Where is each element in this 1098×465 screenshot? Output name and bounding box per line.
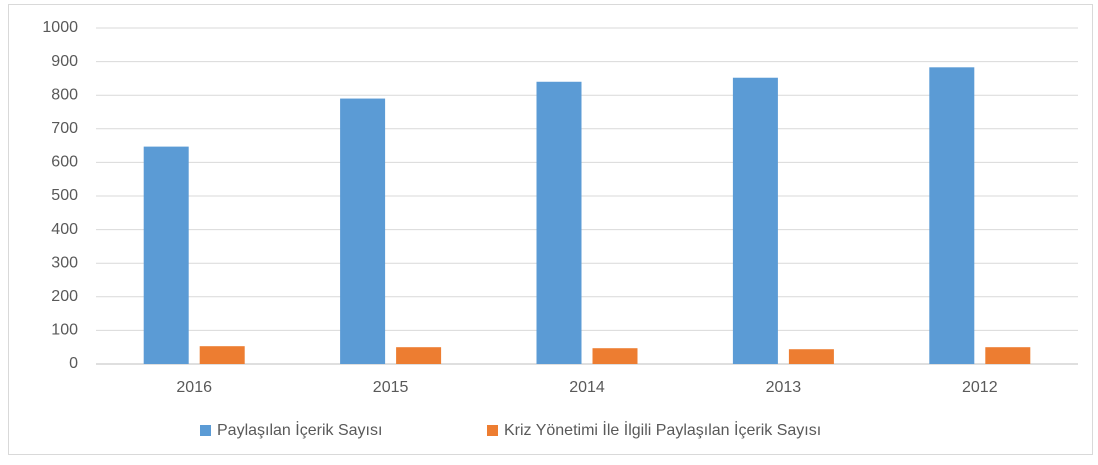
legend-label: Paylaşılan İçerik Sayısı: [217, 420, 382, 439]
y-tick-label: 300: [51, 254, 78, 271]
bar: [592, 348, 638, 364]
x-tick-label: 2013: [766, 379, 802, 396]
y-tick-label: 500: [51, 187, 78, 204]
x-tick-label: 2015: [373, 379, 409, 396]
bar: [929, 67, 975, 364]
bar: [396, 347, 442, 364]
x-tick-label: 2014: [569, 379, 605, 396]
y-tick-label: 100: [51, 322, 78, 339]
bar: [985, 347, 1031, 364]
legend-swatch: [200, 425, 211, 436]
y-tick-label: 700: [51, 120, 78, 137]
y-tick-label: 900: [51, 53, 78, 70]
bar: [536, 81, 582, 364]
y-tick-label: 800: [51, 86, 78, 103]
bar: [340, 98, 386, 364]
y-tick-label: 600: [51, 154, 78, 171]
x-tick-label: 2012: [962, 379, 998, 396]
y-tick-label: 0: [69, 355, 78, 372]
legend-swatch: [487, 425, 498, 436]
y-tick-label: 200: [51, 288, 78, 305]
bar: [143, 146, 189, 364]
x-tick-label: 2016: [176, 379, 212, 396]
y-tick-label: 1000: [42, 19, 78, 36]
legend-label: Kriz Yönetimi İle İlgili Paylaşılan İçer…: [504, 420, 821, 439]
y-tick-label: 400: [51, 221, 78, 238]
bar: [732, 77, 778, 364]
bar: [199, 346, 245, 364]
bar: [788, 349, 834, 364]
